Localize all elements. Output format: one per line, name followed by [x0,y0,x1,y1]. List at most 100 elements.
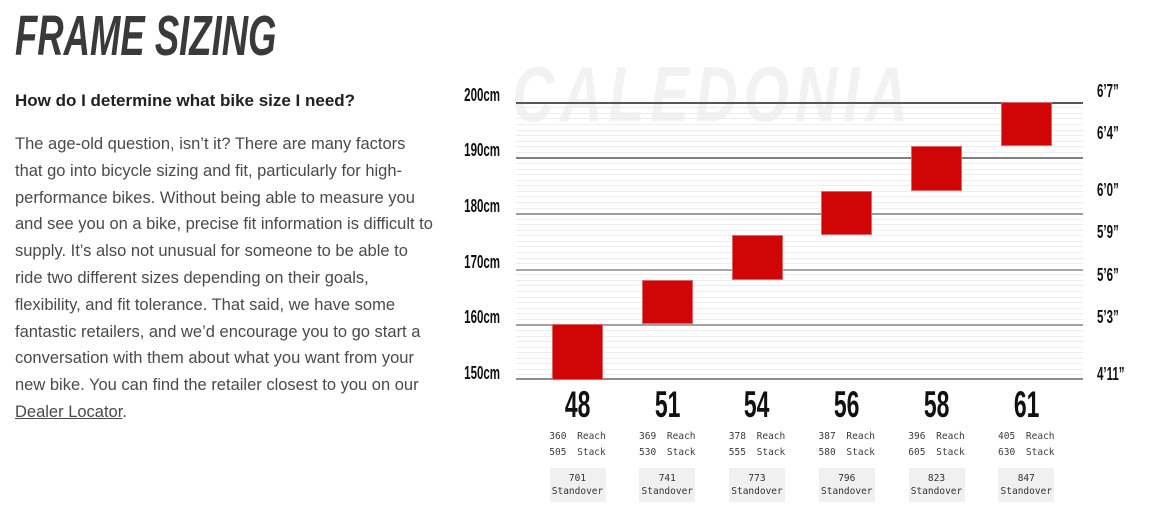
size-label-51: 51 [654,384,681,425]
grid-line-minor [516,229,1083,231]
standover-box-51: 741 Standover [639,468,696,502]
grid-line-minor [516,368,1083,370]
size-label-54: 54 [744,384,770,425]
grid-line-minor [516,118,1083,120]
standover-label-56: Standover [821,486,873,497]
grid-line-minor [516,240,1083,242]
stack-value-48: 505 Stack [549,447,606,458]
stack-value-51: 530 Stack [639,447,696,458]
y-axis-right-label-4: 5’6” [1097,264,1119,285]
grid-line-minor [516,107,1083,109]
size-column-54: 54 378 Reach 555 Stack 773 Standover [712,384,802,502]
stack-value-54: 555 Stack [728,447,786,458]
grid-line-minor [516,151,1083,153]
grid-line-minor [516,190,1083,192]
grid-line-minor [516,207,1083,209]
standover-label-61: Standover [1000,486,1053,497]
grid-line-minor [516,352,1083,354]
size-column-51: 51 369 Reach 530 Stack 741 Standover [622,384,712,502]
frame-size-bar-48 [552,324,603,380]
grid-line-major-150 [516,378,1083,380]
grid-line-major-170 [516,268,1083,271]
standover-box-56: 796 Standover [818,468,875,502]
reach-value-61: 405 Reach [998,431,1055,442]
standover-label-48: Standover [551,486,604,497]
grid-line-minor [516,341,1083,342]
frame-size-bar-51 [641,279,693,325]
y-axis-left-label-150: 150cm [464,363,500,383]
y-axis-right-label-2: 6’0” [1097,180,1119,200]
grid-line-minor [516,335,1083,337]
y-axis-right-label-1: 6’4” [1097,123,1119,144]
grid-line-minor [516,112,1083,114]
grid-line-minor [516,140,1083,142]
size-label-61: 61 [1013,384,1040,425]
page-title: FRAME SIZING [15,4,277,68]
stack-value-58: 605 Stack [908,447,965,458]
reach-value-54: 378 Reach [728,431,786,442]
reach-value-58: 396 Reach [908,431,965,442]
grid-line-major-160 [516,324,1083,327]
standover-value-58: 823 [927,473,946,484]
frame-size-bar-54 [731,235,783,280]
grid-line-minor [516,307,1083,309]
size-label-58: 58 [923,384,950,425]
y-axis-left-label-200: 200cm [464,84,500,105]
grid-line-minor [516,124,1083,125]
standover-box-48: 701 Standover [549,468,606,502]
grid-line-minor [516,146,1083,148]
grid-line-major-200 [516,101,1083,104]
chart-plot: CALEDONIA [512,55,1083,380]
grid-line-minor [516,224,1083,226]
page-subtitle: How do I determine what bike size I need… [15,91,356,110]
standover-value-56: 796 [838,473,856,484]
y-axis-left-label-180: 180cm [464,196,500,216]
grid-line-minor [516,357,1083,359]
grid-line-minor [516,302,1083,304]
reach-value-48: 360 Reach [549,431,606,442]
grid-line-major-180 [516,213,1083,215]
y-axis-right-label-6: 4’11” [1097,363,1125,384]
grid-line-minor [516,257,1083,259]
grid-line-major-190 [516,157,1083,160]
grid-line-minor [516,179,1083,181]
body-paragraph: The age-old question, isn’t it? There ar… [15,131,433,426]
frame-size-bar-56 [821,190,873,236]
y-axis-left-label-190: 190cm [464,140,500,161]
size-column-56: 56 387 Reach 580 Stack 796 Standover [802,384,892,502]
grid-line-minor [516,129,1083,131]
grid-line-minor [516,168,1083,170]
grid-line-minor [516,235,1083,237]
grid-line-minor [516,174,1083,176]
y-axis-left-label-170: 170cm [464,251,500,272]
standover-box-58: 823 Standover [908,468,965,502]
frame-size-bar-58 [911,146,962,191]
dealer-locator-link[interactable]: Dealer Locator [15,402,123,421]
grid-line-minor [516,318,1083,320]
grid-line-minor [516,135,1083,137]
size-column-48: 48 360 Reach 505 Stack 701 Standover [533,386,623,502]
frame-size-bar-61 [1000,101,1052,147]
grid-line-minor [516,185,1083,187]
y-axis-right-label-3: 5’9” [1097,222,1119,243]
grid-line-minor [516,201,1083,203]
y-axis-left-label-160: 160cm [464,307,500,328]
grid-line-minor [516,296,1083,298]
grid-line-minor [516,246,1083,248]
grid-line-minor [516,279,1083,281]
grid-line-minor [516,329,1083,331]
size-label-56: 56 [834,384,860,425]
y-axis-right-label-5: 5’3” [1097,307,1119,328]
grid-line-minor [516,274,1083,276]
grid-line-minor [516,196,1083,198]
grid-line-minor [516,162,1083,164]
grid-line-minor [516,313,1083,315]
grid-line-minor [516,374,1083,376]
grid-line-minor [516,218,1083,220]
grid-line-minor [516,263,1083,265]
standover-label-54: Standover [731,486,783,497]
grid-line-minor [516,290,1083,292]
grid-line-minor [516,363,1083,365]
